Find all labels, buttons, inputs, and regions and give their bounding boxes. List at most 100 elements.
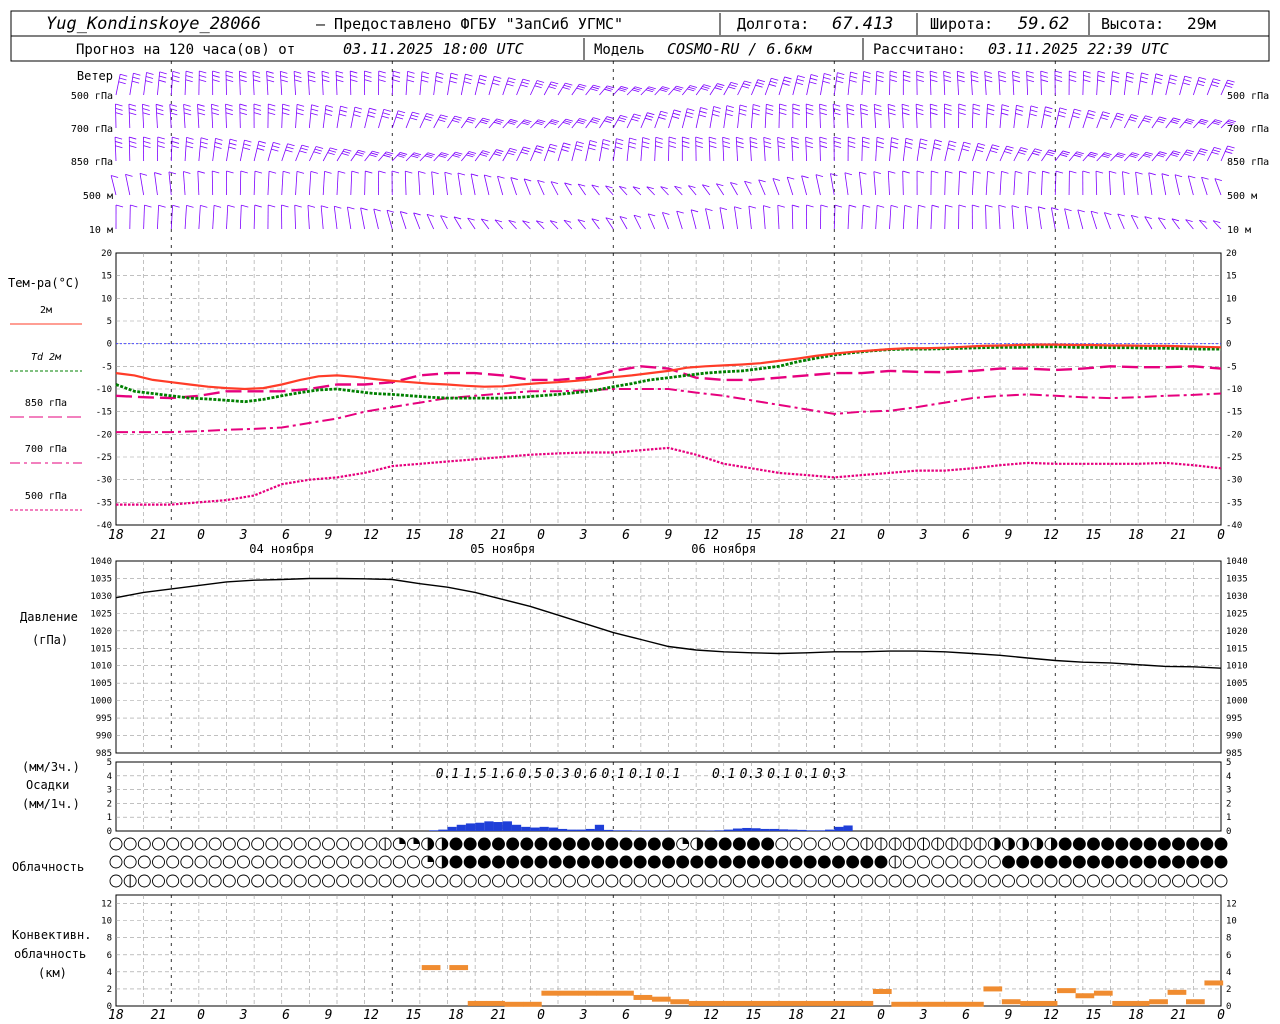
wind-barb-flag <box>1100 117 1108 120</box>
precip-tick-right: 0 <box>1226 827 1231 837</box>
cloud-symbol <box>1129 855 1143 869</box>
wind-barb-flag <box>550 120 558 124</box>
wind-barb <box>1214 178 1222 196</box>
wind-barb-flag <box>128 103 137 107</box>
wind-barb-flag <box>682 136 690 140</box>
wind-barb-flag <box>1034 148 1042 152</box>
wind-barb-flag <box>1184 153 1192 157</box>
wind-barb-flag <box>1077 209 1085 213</box>
wind-barb <box>585 140 591 162</box>
wind-barb-flag <box>1114 118 1122 121</box>
wind-barb-flag <box>286 146 294 150</box>
wind-barb-flag <box>1200 148 1208 152</box>
wind-barb-flag <box>588 147 596 151</box>
cloud-symbol <box>506 874 520 888</box>
precip-bar <box>714 830 724 831</box>
cloud-symbol <box>1186 837 1200 851</box>
wind-barb-flag <box>425 115 433 119</box>
wind-barb <box>267 171 270 196</box>
wind-barb-flag <box>536 80 545 83</box>
wind-barb <box>225 104 227 129</box>
hour-tick-label: 18 <box>788 528 804 543</box>
wind-barb-flag <box>1143 155 1151 158</box>
wind-barb-flag <box>266 70 274 74</box>
precip-bar <box>475 822 485 831</box>
cloud-symbol <box>322 837 335 851</box>
wind-barb-flag <box>1143 117 1152 121</box>
wind-barb-flag <box>703 84 711 87</box>
wind-barb <box>226 139 231 162</box>
wind-barb-flag <box>1214 178 1222 181</box>
wind-barb-flag <box>313 151 321 155</box>
wind-barb-flag <box>605 217 613 221</box>
wind-barb-flag <box>119 77 127 81</box>
wind-barb <box>591 218 600 230</box>
cloud-symbol-mark <box>1051 838 1057 850</box>
pressure-tick-right: 1015 <box>1226 644 1248 654</box>
cloud-symbol <box>1157 855 1171 869</box>
temp-tick-right: -15 <box>1226 408 1242 418</box>
hour-tick-label: 21 <box>831 528 847 543</box>
cloud-symbol <box>336 874 350 888</box>
wind-barb-flag <box>815 174 824 178</box>
cloud-symbol <box>732 837 746 851</box>
wind-barb-flag <box>749 136 758 140</box>
wind-barb-flag <box>1111 75 1120 79</box>
wind-barb-flag <box>392 79 400 83</box>
wind-barb-flag <box>564 120 572 124</box>
wind-barb-flag <box>211 103 219 107</box>
cloud-symbol <box>265 837 279 851</box>
wind-barb <box>320 205 324 230</box>
cloud-symbol <box>123 855 137 869</box>
wind-barb-flag <box>903 74 911 78</box>
wind-barb-flag <box>619 185 627 189</box>
wind-barb <box>211 104 214 129</box>
wind-barb <box>281 171 284 196</box>
wind-barb-flag <box>593 84 601 88</box>
wind-barb-flag <box>253 75 261 78</box>
cloud-symbol-mark <box>399 838 406 844</box>
wind-barb-flag <box>1158 152 1166 156</box>
hour-tick-label: 3 <box>239 528 248 543</box>
wind-barb-flag <box>155 103 164 107</box>
wind-barb <box>591 184 600 196</box>
cloud-symbol <box>364 837 378 851</box>
hour-tick-label: 6 <box>622 528 630 543</box>
pressure-tick-left: 1025 <box>90 609 112 619</box>
wind-barb-flag <box>1214 119 1223 123</box>
wind-barb-flag <box>975 149 984 153</box>
wind-barb-flag <box>1171 218 1180 222</box>
conv-bar <box>559 990 579 996</box>
wind-barb-flag <box>991 147 999 151</box>
cloud-symbol <box>350 874 364 888</box>
wind-barb-flag <box>133 72 141 76</box>
wind-barb-flag <box>918 204 926 208</box>
wind-barb-flag <box>648 213 656 217</box>
wind-barb-flag <box>943 70 951 74</box>
wind-barb-flag <box>860 103 868 107</box>
wind-barb <box>447 73 452 96</box>
wind-barb-flag <box>810 74 819 77</box>
wind-barb-flag <box>972 204 980 208</box>
cloud-symbol <box>364 874 378 888</box>
wind-barb-flag <box>172 75 180 79</box>
wind-barb-flag <box>308 75 316 78</box>
wind-barb-flag <box>801 175 809 179</box>
cloud-symbol <box>378 874 392 888</box>
wind-barb <box>626 137 630 162</box>
wind-barb-flag <box>131 80 140 84</box>
cloud-symbol <box>761 874 775 888</box>
wind-barb-flag <box>280 75 288 78</box>
cloud-symbol <box>137 837 151 851</box>
wind-barb-flag <box>507 152 515 156</box>
wind-barb-flag <box>426 113 434 116</box>
conv-title-1: Конвективн. <box>12 928 91 942</box>
wind-barb-flag <box>463 81 472 84</box>
wind-barb-flag <box>172 79 180 83</box>
wind-barb-flag <box>806 107 814 111</box>
wind-barb-flag <box>550 181 559 185</box>
wind-barb-flag <box>507 122 515 125</box>
wind-barb-flag <box>464 77 472 81</box>
